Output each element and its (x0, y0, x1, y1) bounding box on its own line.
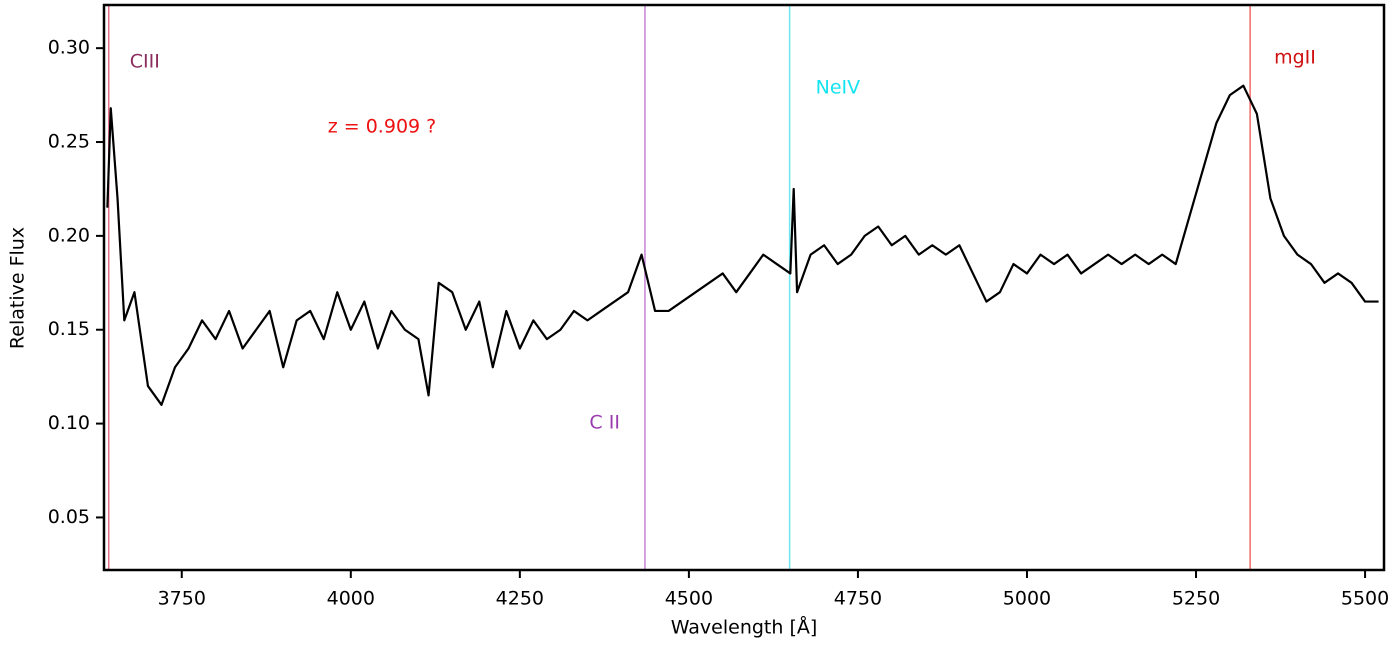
plot-frame (102, 3, 1386, 572)
x-tick-label: 3750 (158, 588, 206, 610)
line-marker-label: C II (589, 412, 620, 434)
line-marker-label: CIII (130, 51, 160, 73)
y-tick-label: 0.20 (48, 224, 90, 246)
x-tick-label: 4000 (327, 588, 375, 610)
x-tick-label: 5250 (1172, 588, 1220, 610)
y-tick-label: 0.10 (48, 412, 90, 434)
x-tick-label: 4750 (834, 588, 882, 610)
y-tick-label: 0.25 (48, 131, 90, 153)
annotation: z = 0.909 ? (328, 116, 437, 138)
x-tick-label: 5000 (1003, 588, 1051, 610)
y-axis-label: Relative Flux (7, 227, 29, 349)
y-tick-label: 0.05 (48, 506, 90, 528)
spectrum-line (106, 84, 1379, 406)
x-tick-label: 5500 (1341, 588, 1389, 610)
y-tick-label: 0.30 (48, 37, 90, 59)
x-tick-label: 4500 (665, 588, 713, 610)
line-marker-label: mgII (1274, 47, 1316, 69)
x-axis-label: Wavelength [Å] (671, 616, 818, 639)
line-marker-label: NeIV (816, 77, 861, 99)
y-tick-label: 0.15 (48, 318, 90, 340)
x-tick-label: 4250 (496, 588, 544, 610)
